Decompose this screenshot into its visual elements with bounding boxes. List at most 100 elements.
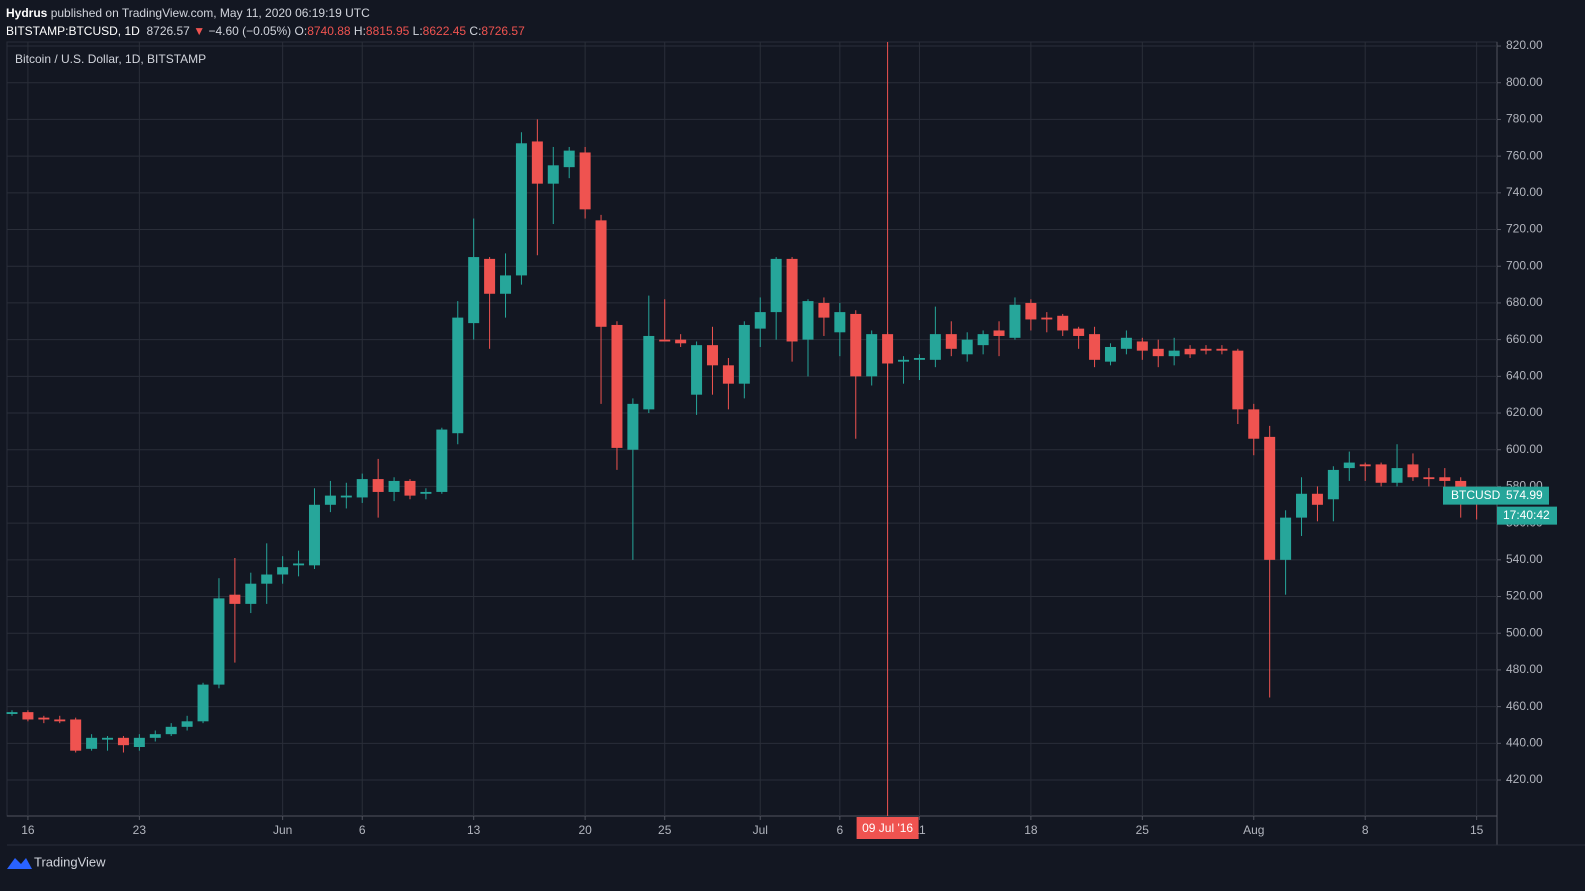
candle-body xyxy=(611,324,623,448)
candle-body xyxy=(898,359,910,362)
ohlc-label: O: xyxy=(294,24,308,38)
candle-body xyxy=(1423,477,1435,480)
candle-body xyxy=(643,335,655,410)
candle-body xyxy=(293,563,305,566)
candle-body xyxy=(1216,348,1228,351)
candle-body xyxy=(802,301,814,340)
candle-body xyxy=(165,726,177,735)
candle-body xyxy=(404,480,416,496)
candle-body xyxy=(388,480,400,492)
candle-body xyxy=(1200,348,1212,351)
candle-body xyxy=(277,567,289,575)
candle-body xyxy=(627,403,639,450)
candle-body xyxy=(197,684,209,722)
candle-body xyxy=(850,313,862,377)
candle-body xyxy=(1184,348,1196,355)
candle-body xyxy=(1009,304,1021,338)
x-tick-label: 25 xyxy=(1136,823,1150,837)
x-tick-label: 23 xyxy=(133,823,147,837)
y-tick-label: 540.00 xyxy=(1506,552,1543,566)
header-line: Hydrus published on TradingView.com, May… xyxy=(6,4,525,22)
x-tick-label: 15 xyxy=(1470,823,1484,837)
candle-body xyxy=(86,737,98,749)
candle-body xyxy=(913,357,925,360)
candle-body xyxy=(1264,436,1276,560)
candle-body xyxy=(149,734,161,738)
candle-body xyxy=(1152,348,1164,357)
candle-body xyxy=(1248,409,1260,439)
candle-body xyxy=(245,583,257,604)
candle-body xyxy=(563,150,575,168)
candle-body xyxy=(1296,493,1308,518)
ohlc-label: C: xyxy=(469,24,482,38)
candle-body xyxy=(1104,346,1116,362)
chart-title: Bitcoin / U.S. Dollar, 1D, BITSTAMP xyxy=(15,52,206,66)
candle-body xyxy=(340,495,352,498)
candle-body xyxy=(977,334,989,346)
candle-body xyxy=(659,339,671,342)
candle-body xyxy=(675,339,687,344)
x-tick-label: Aug xyxy=(1243,823,1264,837)
ohlc-value: 8815.95 xyxy=(365,24,410,38)
price-tag-name: BTCUSD xyxy=(1451,488,1501,502)
crosshair-label: 09 Jul '16 xyxy=(862,821,913,835)
candle-body xyxy=(356,479,368,498)
candle-body xyxy=(579,152,591,210)
y-tick-label: 800.00 xyxy=(1506,75,1543,89)
candle-body xyxy=(54,719,66,722)
candle-body xyxy=(324,495,336,505)
candle-body xyxy=(738,324,750,384)
y-tick-label: 620.00 xyxy=(1506,405,1543,419)
candle-body xyxy=(117,737,129,746)
header: Hydrus published on TradingView.com, May… xyxy=(6,4,525,40)
candle-body xyxy=(515,143,527,276)
candle-body xyxy=(500,275,512,294)
candle-body xyxy=(70,719,82,751)
candle-body xyxy=(691,345,703,395)
y-tick-label: 720.00 xyxy=(1506,222,1543,236)
candle-body xyxy=(468,257,480,324)
x-tick-label: 16 xyxy=(21,823,35,837)
y-tick-label: 740.00 xyxy=(1506,185,1543,199)
candle-body xyxy=(1168,350,1180,357)
candle-body xyxy=(1280,517,1292,560)
footer-brand: TradingView xyxy=(34,854,106,869)
y-tick-label: 440.00 xyxy=(1506,736,1543,750)
change: −4.60 (−0.05%) xyxy=(208,24,292,38)
candle-body xyxy=(1391,468,1403,483)
x-tick-label: 18 xyxy=(1024,823,1038,837)
candle-body xyxy=(945,334,957,349)
marks-layer xyxy=(6,119,1483,753)
candle-body xyxy=(929,334,941,360)
candle-body xyxy=(372,479,384,492)
crosshair-label-bg xyxy=(856,817,919,839)
candle-body xyxy=(706,345,718,366)
candle-body xyxy=(770,258,782,313)
candle-body xyxy=(452,317,464,434)
y-tick-label: 820.00 xyxy=(1506,38,1543,52)
candle-body xyxy=(722,365,734,384)
ohlc-value: 8622.45 xyxy=(422,24,467,38)
y-tick-label: 520.00 xyxy=(1506,589,1543,603)
candle-body xyxy=(1025,302,1037,320)
header-line: BITSTAMP:BTCUSD, 1D 8726.57 ▼ −4.60 (−0.… xyxy=(6,22,525,40)
candle-body xyxy=(595,220,607,327)
candle-body xyxy=(213,598,225,685)
grid-layer: 420.00 440.00 460.00 480.00 500.00 520.00 540.… xyxy=(7,38,1543,837)
candle-body xyxy=(1041,317,1053,320)
last-price: 8726.57 xyxy=(146,24,190,38)
published: published on TradingView.com, May 11, 20… xyxy=(50,6,370,20)
candle-body xyxy=(229,594,241,604)
arrow: ▼ xyxy=(193,24,206,38)
candle-body xyxy=(531,141,543,184)
candle-body xyxy=(834,312,846,333)
y-tick-label: 420.00 xyxy=(1506,772,1543,786)
y-tick-label: 680.00 xyxy=(1506,295,1543,309)
candle-body xyxy=(1073,328,1085,336)
candle-body xyxy=(1057,315,1069,331)
x-tick-label: 13 xyxy=(467,823,481,837)
x-tick-label: 25 xyxy=(658,823,672,837)
logo xyxy=(7,858,32,869)
